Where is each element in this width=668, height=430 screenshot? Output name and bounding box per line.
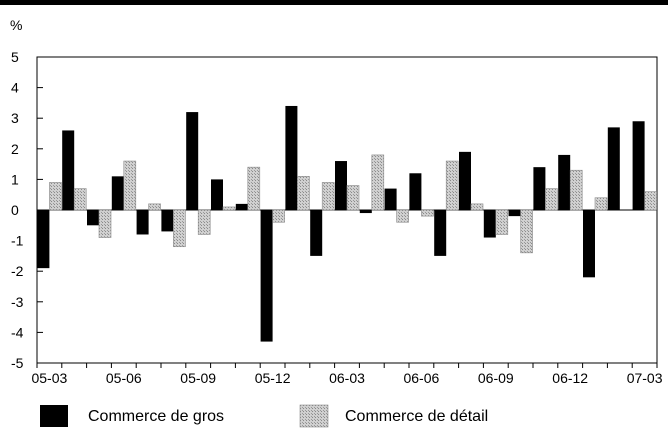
- bar-commerce-de-detail: [520, 209, 533, 254]
- y-tick-label: -1: [11, 233, 24, 249]
- x-tick-label: 05-03: [31, 370, 67, 386]
- x-tick-label: 06-03: [329, 370, 365, 386]
- bar-commerce-de-gros: [558, 154, 571, 210]
- y-tick-label: -2: [11, 263, 24, 279]
- bar-commerce-de-detail: [594, 197, 608, 211]
- bar-commerce-de-gros: [483, 210, 496, 238]
- bar-commerce-de-gros: [583, 210, 595, 278]
- legend-swatch-detail: [299, 404, 329, 428]
- y-tick-label: 5: [11, 49, 19, 65]
- bar-commerce-de-detail: [445, 160, 459, 211]
- bar-commerce-de-gros: [285, 105, 298, 210]
- x-tick-label: 05-06: [106, 370, 142, 386]
- bar-commerce-de-gros: [335, 161, 347, 210]
- bar-commerce-de-detail: [197, 209, 211, 235]
- bar-commerce-de-gros: [310, 210, 323, 256]
- y-tick-label: 1: [11, 171, 19, 187]
- bar-commerce-de-detail: [297, 176, 310, 211]
- bar-commerce-de-gros: [37, 210, 50, 269]
- bar-commerce-de-detail: [321, 182, 335, 211]
- bar-commerce-de-detail: [247, 166, 261, 211]
- bar-commerce-de-detail: [569, 169, 583, 211]
- x-tick-label: 06-06: [403, 370, 439, 386]
- bar-commerce-de-detail: [148, 203, 161, 211]
- bar-commerce-de-detail: [396, 209, 409, 223]
- bar-commerce-de-detail: [73, 188, 87, 211]
- top-rule: [0, 0, 668, 5]
- bar-commerce-de-detail: [123, 160, 137, 211]
- bar-commerce-de-gros: [459, 151, 471, 210]
- y-tick-label: 4: [11, 80, 19, 96]
- legend-swatch-gros: [40, 405, 68, 427]
- bar-commerce-de-detail: [545, 188, 558, 211]
- x-tick-label: 07-03: [627, 370, 663, 386]
- unit-label: %: [10, 17, 22, 33]
- y-tick-label: 0: [11, 202, 19, 218]
- y-tick-label: -5: [11, 355, 24, 371]
- y-tick-label: 2: [11, 141, 19, 157]
- bar-commerce-de-detail: [421, 209, 434, 217]
- bar-commerce-de-detail: [371, 154, 385, 211]
- legend: Commerce de gros Commerce de détail: [40, 404, 488, 428]
- x-tick-label: 06-09: [478, 370, 514, 386]
- x-tick-label: 05-12: [255, 370, 291, 386]
- x-tick-label: 06-12: [552, 370, 588, 386]
- bar-commerce-de-gros: [235, 203, 248, 210]
- bar-commerce-de-gros: [111, 176, 124, 210]
- bar-commerce-de-detail: [272, 209, 285, 223]
- bar-commerce-de-detail: [222, 206, 236, 211]
- legend-label-detail: Commerce de détail: [345, 408, 488, 425]
- bar-commerce-de-detail: [98, 209, 112, 238]
- bar-commerce-de-gros: [508, 210, 521, 217]
- bar-commerce-de-gros: [384, 188, 397, 210]
- x-tick-label: 05-09: [180, 370, 216, 386]
- bar-commerce-de-gros: [533, 167, 546, 210]
- bar-commerce-de-detail: [346, 185, 360, 211]
- y-tick-label: -3: [11, 294, 24, 310]
- bar-commerce-de-detail: [173, 209, 186, 248]
- bar-commerce-de-gros: [186, 112, 199, 210]
- plot-area: 5 4 3 2 1 0 -1 -2 -3 -4 -5 05-03 05-06 05-09 05-12 06-0…: [11, 49, 663, 386]
- bar-commerce-de-gros: [62, 130, 75, 210]
- y-tick-label: 3: [11, 110, 19, 126]
- bar-commerce-de-gros: [409, 173, 422, 210]
- bar-commerce-de-detail: [49, 182, 62, 211]
- bar-commerce-de-gros: [359, 210, 372, 214]
- legend-label-gros: Commerce de gros: [88, 408, 224, 425]
- bar-commerce-de-gros: [632, 121, 645, 210]
- bar-commerce-de-gros: [260, 210, 273, 342]
- bar-commerce-de-gros: [211, 179, 223, 210]
- bar-commerce-de-gros: [87, 210, 99, 226]
- bar-commerce-de-detail: [470, 203, 484, 211]
- y-tick-label: -4: [11, 324, 24, 340]
- bar-commerce-de-gros: [161, 210, 174, 232]
- bar-commerce-de-gros: [136, 210, 149, 235]
- bar-commerce-de-detail: [495, 209, 509, 235]
- bar-commerce-de-detail: [644, 191, 657, 211]
- bar-commerce-de-gros: [434, 210, 447, 256]
- bar-commerce-de-gros: [607, 127, 620, 210]
